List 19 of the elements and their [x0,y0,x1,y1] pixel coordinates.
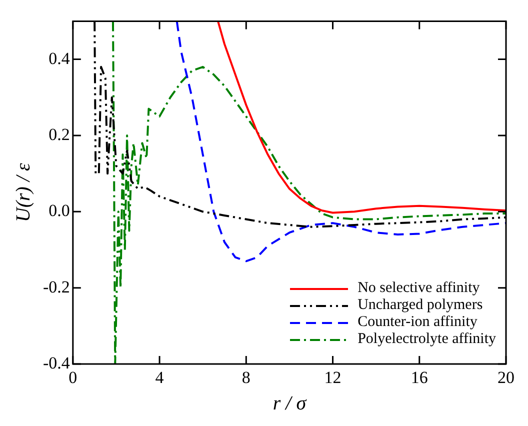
x-axis-title: r / σ [272,392,308,414]
x-tick-label: 20 [498,368,514,387]
legend-label: Counter-ion affinity [358,314,478,331]
x-tick-label: 4 [155,368,164,387]
y-tick-label: 0.0 [48,201,70,220]
x-tick-label: 12 [324,368,342,387]
x-tick-label: 0 [68,368,78,387]
x-tick-label: 16 [410,368,428,387]
y-tick-label: -0.4 [42,353,70,372]
x-tick-label: 8 [242,368,250,387]
legend-label: Uncharged polymers [358,297,483,314]
line-series [176,21,506,262]
legend-label: No selective affinity [358,280,480,297]
legend-label: Polyelectrolyte affinity [358,331,496,348]
y-tick-label: 0.4 [48,48,70,68]
y-tick-label: -0.2 [42,277,70,296]
y-tick-label: 0.2 [48,124,70,144]
line-series [112,21,506,364]
y-axis-title: U(r) / ε [12,162,34,222]
